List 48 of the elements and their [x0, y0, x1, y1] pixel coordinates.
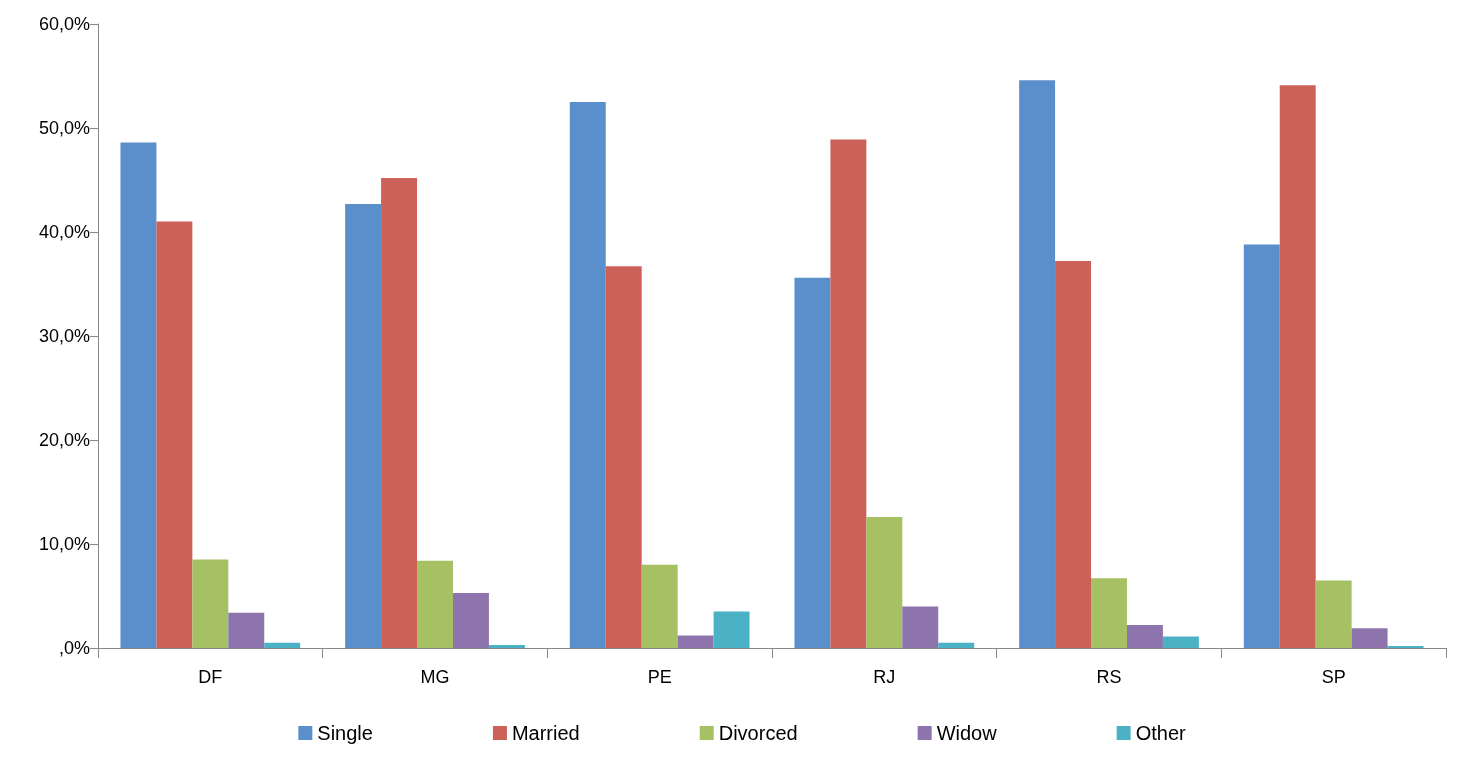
y-tick-label: 30,0%	[38, 326, 90, 346]
bar	[866, 516, 903, 648]
bar	[902, 606, 939, 648]
bar	[1387, 645, 1424, 648]
bar	[381, 177, 418, 648]
bar	[938, 642, 975, 648]
bar	[228, 612, 265, 648]
bar	[1243, 244, 1280, 648]
legend-label: Single	[317, 722, 373, 744]
x-tick-label: RS	[1096, 667, 1122, 687]
bar	[1019, 80, 1056, 648]
legend-label: Married	[511, 722, 580, 744]
bar	[794, 277, 831, 648]
y-tick-label: ,0%	[58, 638, 90, 658]
bar	[1091, 578, 1127, 648]
bar	[452, 592, 489, 648]
bar	[156, 221, 193, 648]
x-tick-label: MG	[420, 667, 450, 687]
bar	[264, 642, 301, 648]
bar	[1055, 261, 1092, 648]
x-tick-label: SP	[1321, 667, 1346, 687]
bar	[417, 560, 453, 648]
bar	[713, 611, 750, 648]
y-tick-label: 60,0%	[38, 14, 90, 34]
x-tick-label: RJ	[873, 667, 896, 687]
bar	[1279, 85, 1316, 648]
legend-label: Widow	[936, 722, 998, 744]
legend-label: Other	[1135, 722, 1187, 744]
y-tick-label: 20,0%	[38, 430, 90, 450]
bar	[345, 203, 382, 648]
bar	[192, 559, 229, 648]
bar	[677, 635, 714, 648]
bar	[641, 564, 678, 648]
bar	[605, 266, 642, 648]
bar	[1126, 625, 1163, 648]
bar	[1351, 628, 1388, 648]
y-tick-label: 40,0%	[38, 222, 90, 242]
x-tick-label: PE	[647, 667, 672, 687]
y-tick-label: 10,0%	[38, 534, 90, 554]
bar	[569, 102, 606, 648]
x-tick-label: DF	[198, 667, 223, 687]
y-tick-label: 50,0%	[38, 118, 90, 138]
legend-label: Divorced	[718, 722, 798, 744]
bar	[1162, 636, 1199, 648]
bar	[488, 644, 525, 648]
bar	[1315, 580, 1352, 648]
bar	[120, 142, 157, 648]
bar	[830, 139, 867, 648]
